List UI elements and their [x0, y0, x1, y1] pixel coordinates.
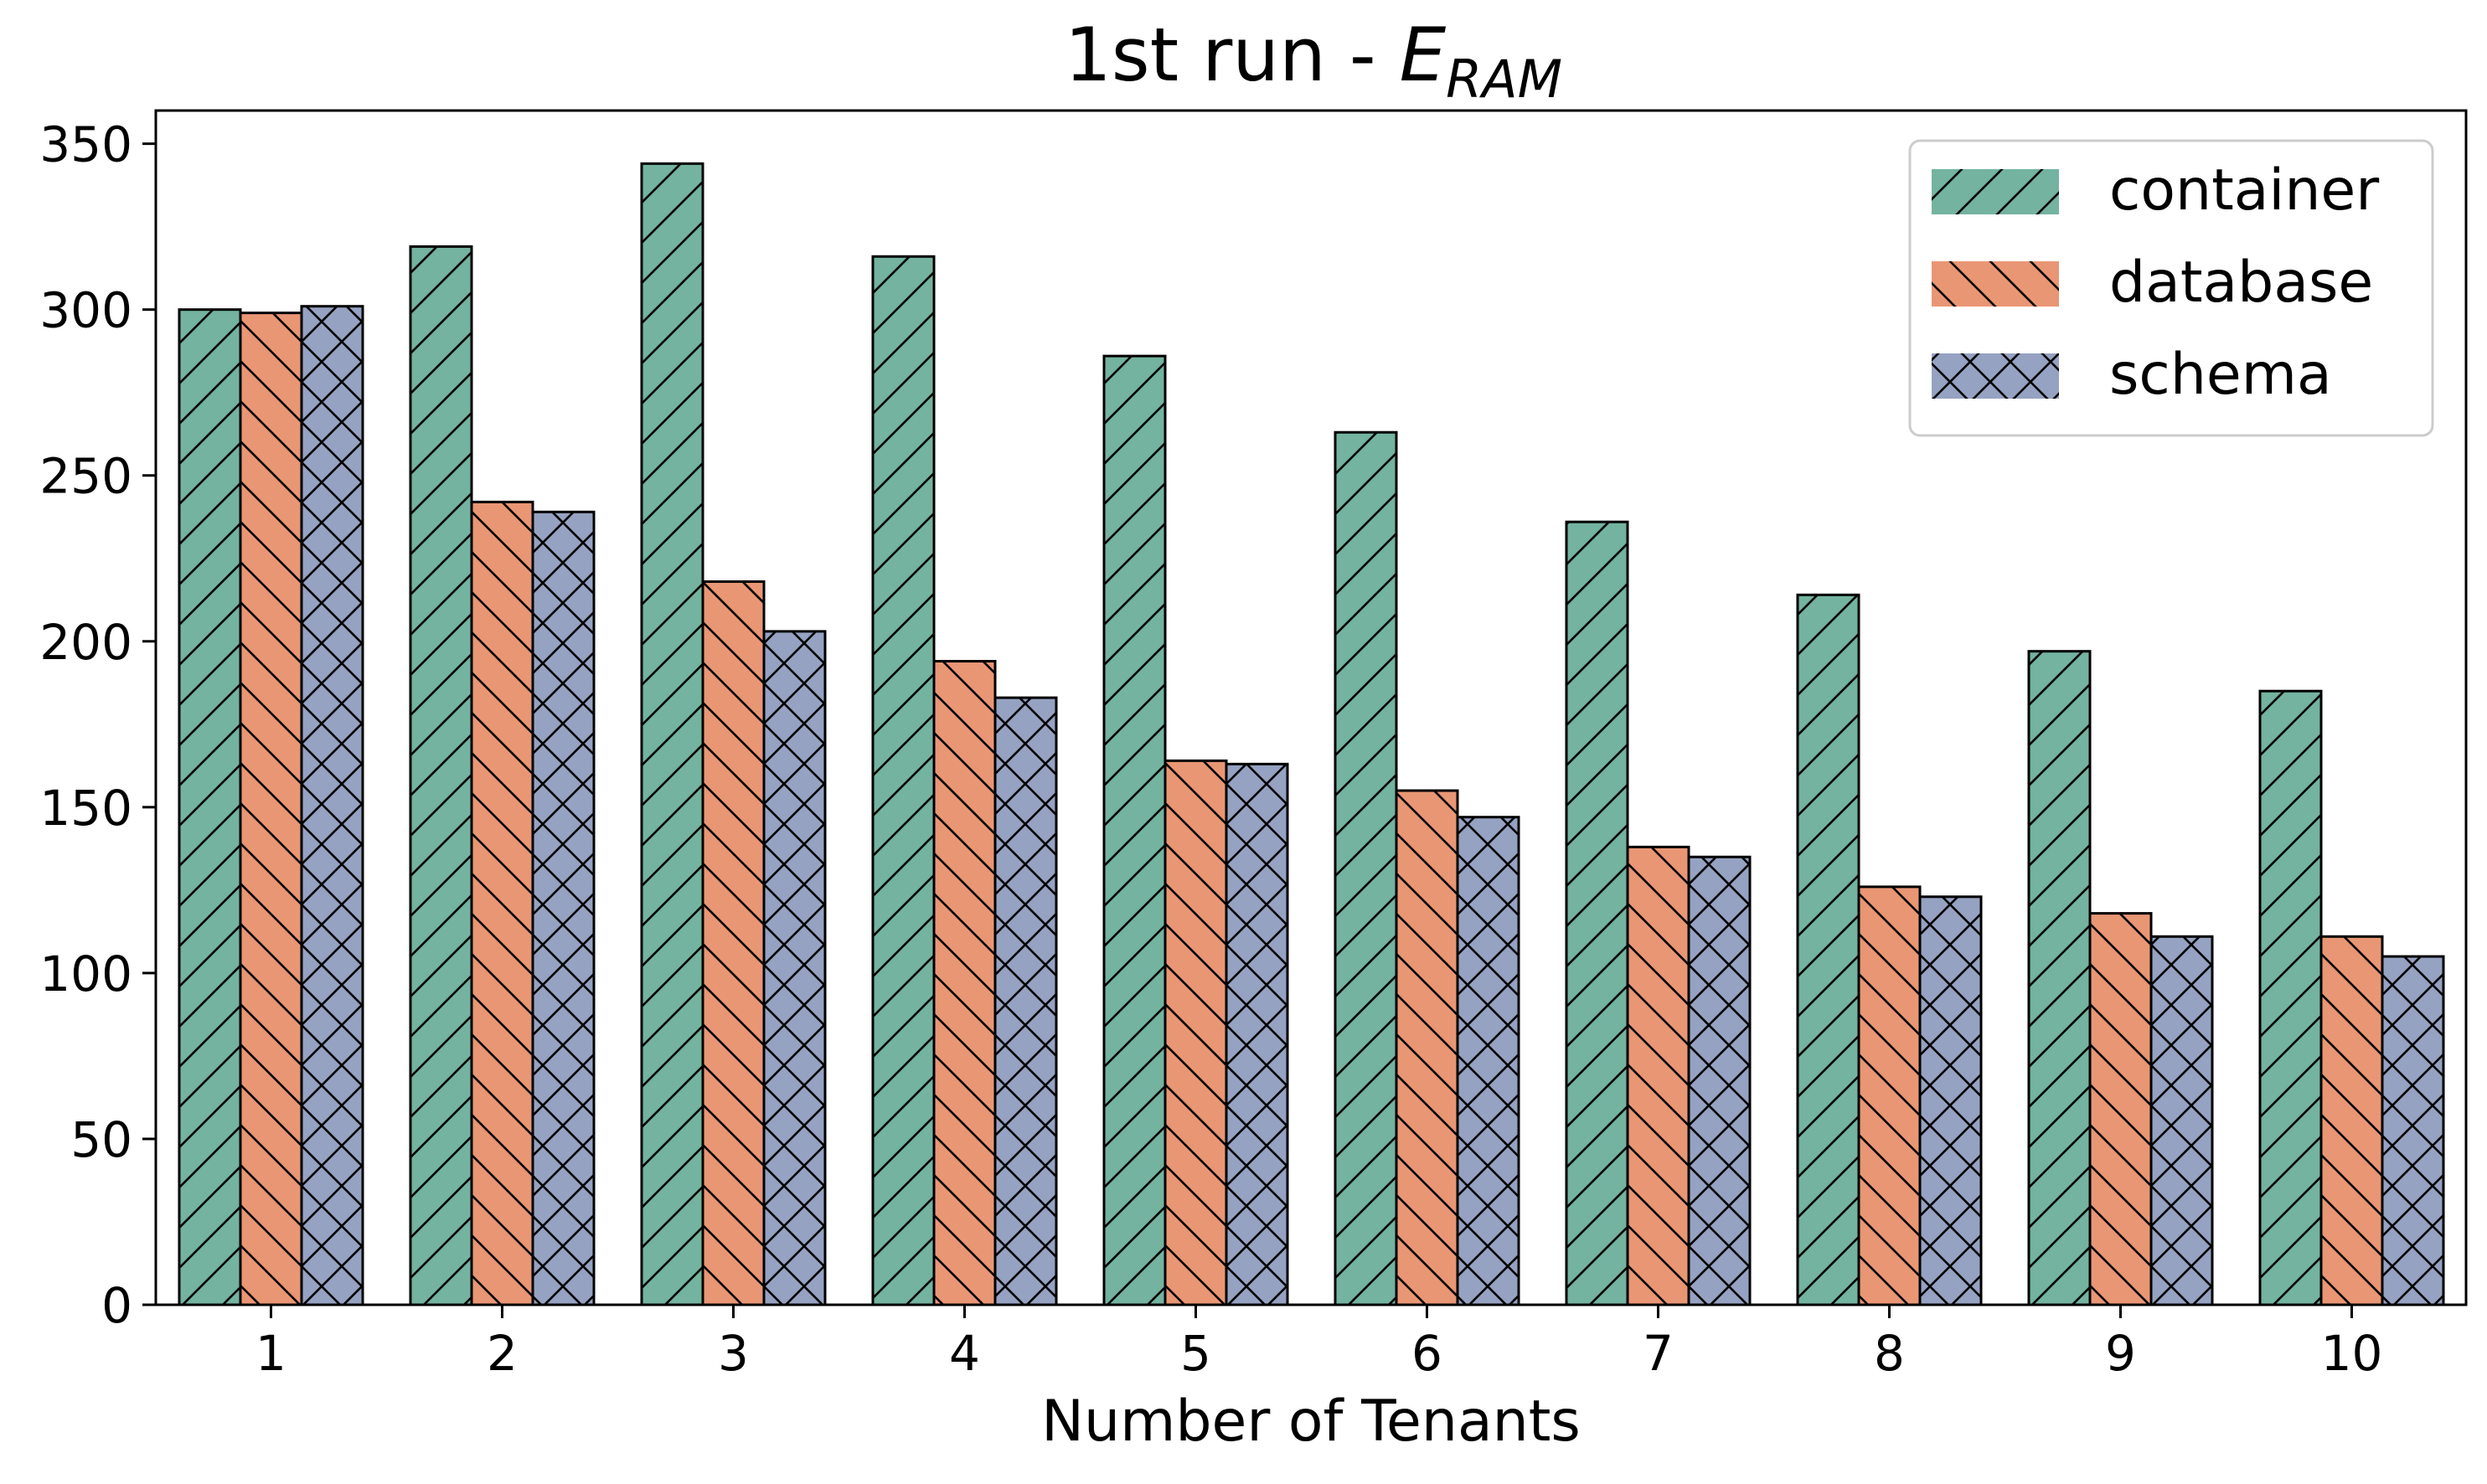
x-tick-label: 5	[1180, 1325, 1211, 1382]
plot-area-frame	[154, 109, 2468, 1306]
x-tick-label: 10	[2321, 1325, 2383, 1382]
bar-hatch-database-8	[1857, 885, 1922, 1306]
x-tick-label: 7	[1643, 1325, 1674, 1382]
bar-hatch-schema-3	[762, 630, 827, 1306]
x-axis: 1 2 3 4 5 6 7 8 9 10	[255, 1305, 2382, 1382]
bar-hatch-container-1	[178, 308, 242, 1306]
y-tick-label: 250	[39, 448, 132, 505]
bar-hatch-schema-1	[300, 305, 364, 1306]
bars-layer	[178, 162, 2445, 1306]
legend-label-database: database	[2109, 250, 2373, 316]
y-tick-label: 300	[39, 282, 132, 339]
bar-hatch-database-1	[239, 312, 303, 1306]
bar-hatch-database-2	[470, 500, 534, 1306]
chart-title-math: E	[1400, 12, 1447, 98]
bar-hatch-schema-2	[531, 510, 596, 1306]
bar-hatch-database-4	[932, 660, 997, 1306]
bar-hatch-container-4	[871, 255, 936, 1306]
bar-hatch-schema-6	[1456, 816, 1520, 1306]
x-axis-label: Number of Tenants	[1041, 1389, 1581, 1455]
legend-swatch-hatch-container	[1932, 169, 2059, 214]
bar-hatch-container-5	[1102, 354, 1167, 1306]
x-tick-label: 4	[949, 1325, 980, 1382]
bar-hatch-database-5	[1164, 759, 1228, 1306]
y-tick-label: 150	[39, 780, 132, 837]
bar-hatch-container-2	[409, 245, 473, 1306]
bar-hatch-schema-7	[1687, 855, 1752, 1306]
y-tick-label: 0	[101, 1277, 132, 1334]
legend-swatch-hatch-schema	[1932, 353, 2059, 399]
legend-label-container: container	[2109, 157, 2379, 224]
bar-hatch-schema-8	[1918, 895, 1983, 1306]
x-tick-label: 1	[255, 1325, 286, 1382]
x-tick-label: 8	[1874, 1325, 1905, 1382]
y-tick-label: 350	[39, 116, 132, 173]
bar-hatch-database-9	[2088, 912, 2153, 1306]
x-tick-label: 2	[487, 1325, 518, 1382]
bar-hatch-schema-10	[2381, 955, 2445, 1306]
y-axis: 0 50 100 150 200 250 300 350	[39, 116, 156, 1334]
bar-hatch-container-7	[1565, 520, 1629, 1306]
bar-hatch-schema-4	[993, 696, 1058, 1306]
chart-title: 1st run - ERAM	[1065, 12, 1562, 110]
bar-hatch-schema-5	[1225, 762, 1289, 1306]
x-tick-label: 3	[718, 1325, 749, 1382]
bar-hatch-database-7	[1626, 845, 1690, 1306]
chart-title-math-subscript: RAM	[1446, 49, 1562, 110]
bar-hatch-container-3	[640, 162, 704, 1306]
y-tick-label: 100	[39, 946, 132, 1002]
y-tick-label: 200	[39, 614, 132, 671]
bar-hatch-container-6	[1334, 430, 1398, 1306]
chart-title-text: 1st run -	[1065, 12, 1400, 98]
bar-hatch-container-9	[2027, 650, 2092, 1306]
legend: container database schema	[1908, 139, 2434, 437]
x-tick-label: 9	[2105, 1325, 2136, 1382]
bar-hatch-database-3	[701, 580, 766, 1306]
bar-hatch-database-6	[1395, 789, 1459, 1306]
bar-hatch-container-8	[1796, 593, 1860, 1306]
bar-hatch-schema-9	[2149, 935, 2214, 1306]
bar-hatch-database-10	[2319, 935, 2384, 1306]
x-tick-label: 6	[1411, 1325, 1442, 1382]
y-tick-label: 50	[70, 1111, 132, 1168]
legend-swatch-hatch-database	[1932, 261, 2059, 307]
legend-label-schema: schema	[2109, 342, 2332, 408]
bar-hatch-container-10	[2258, 689, 2323, 1306]
